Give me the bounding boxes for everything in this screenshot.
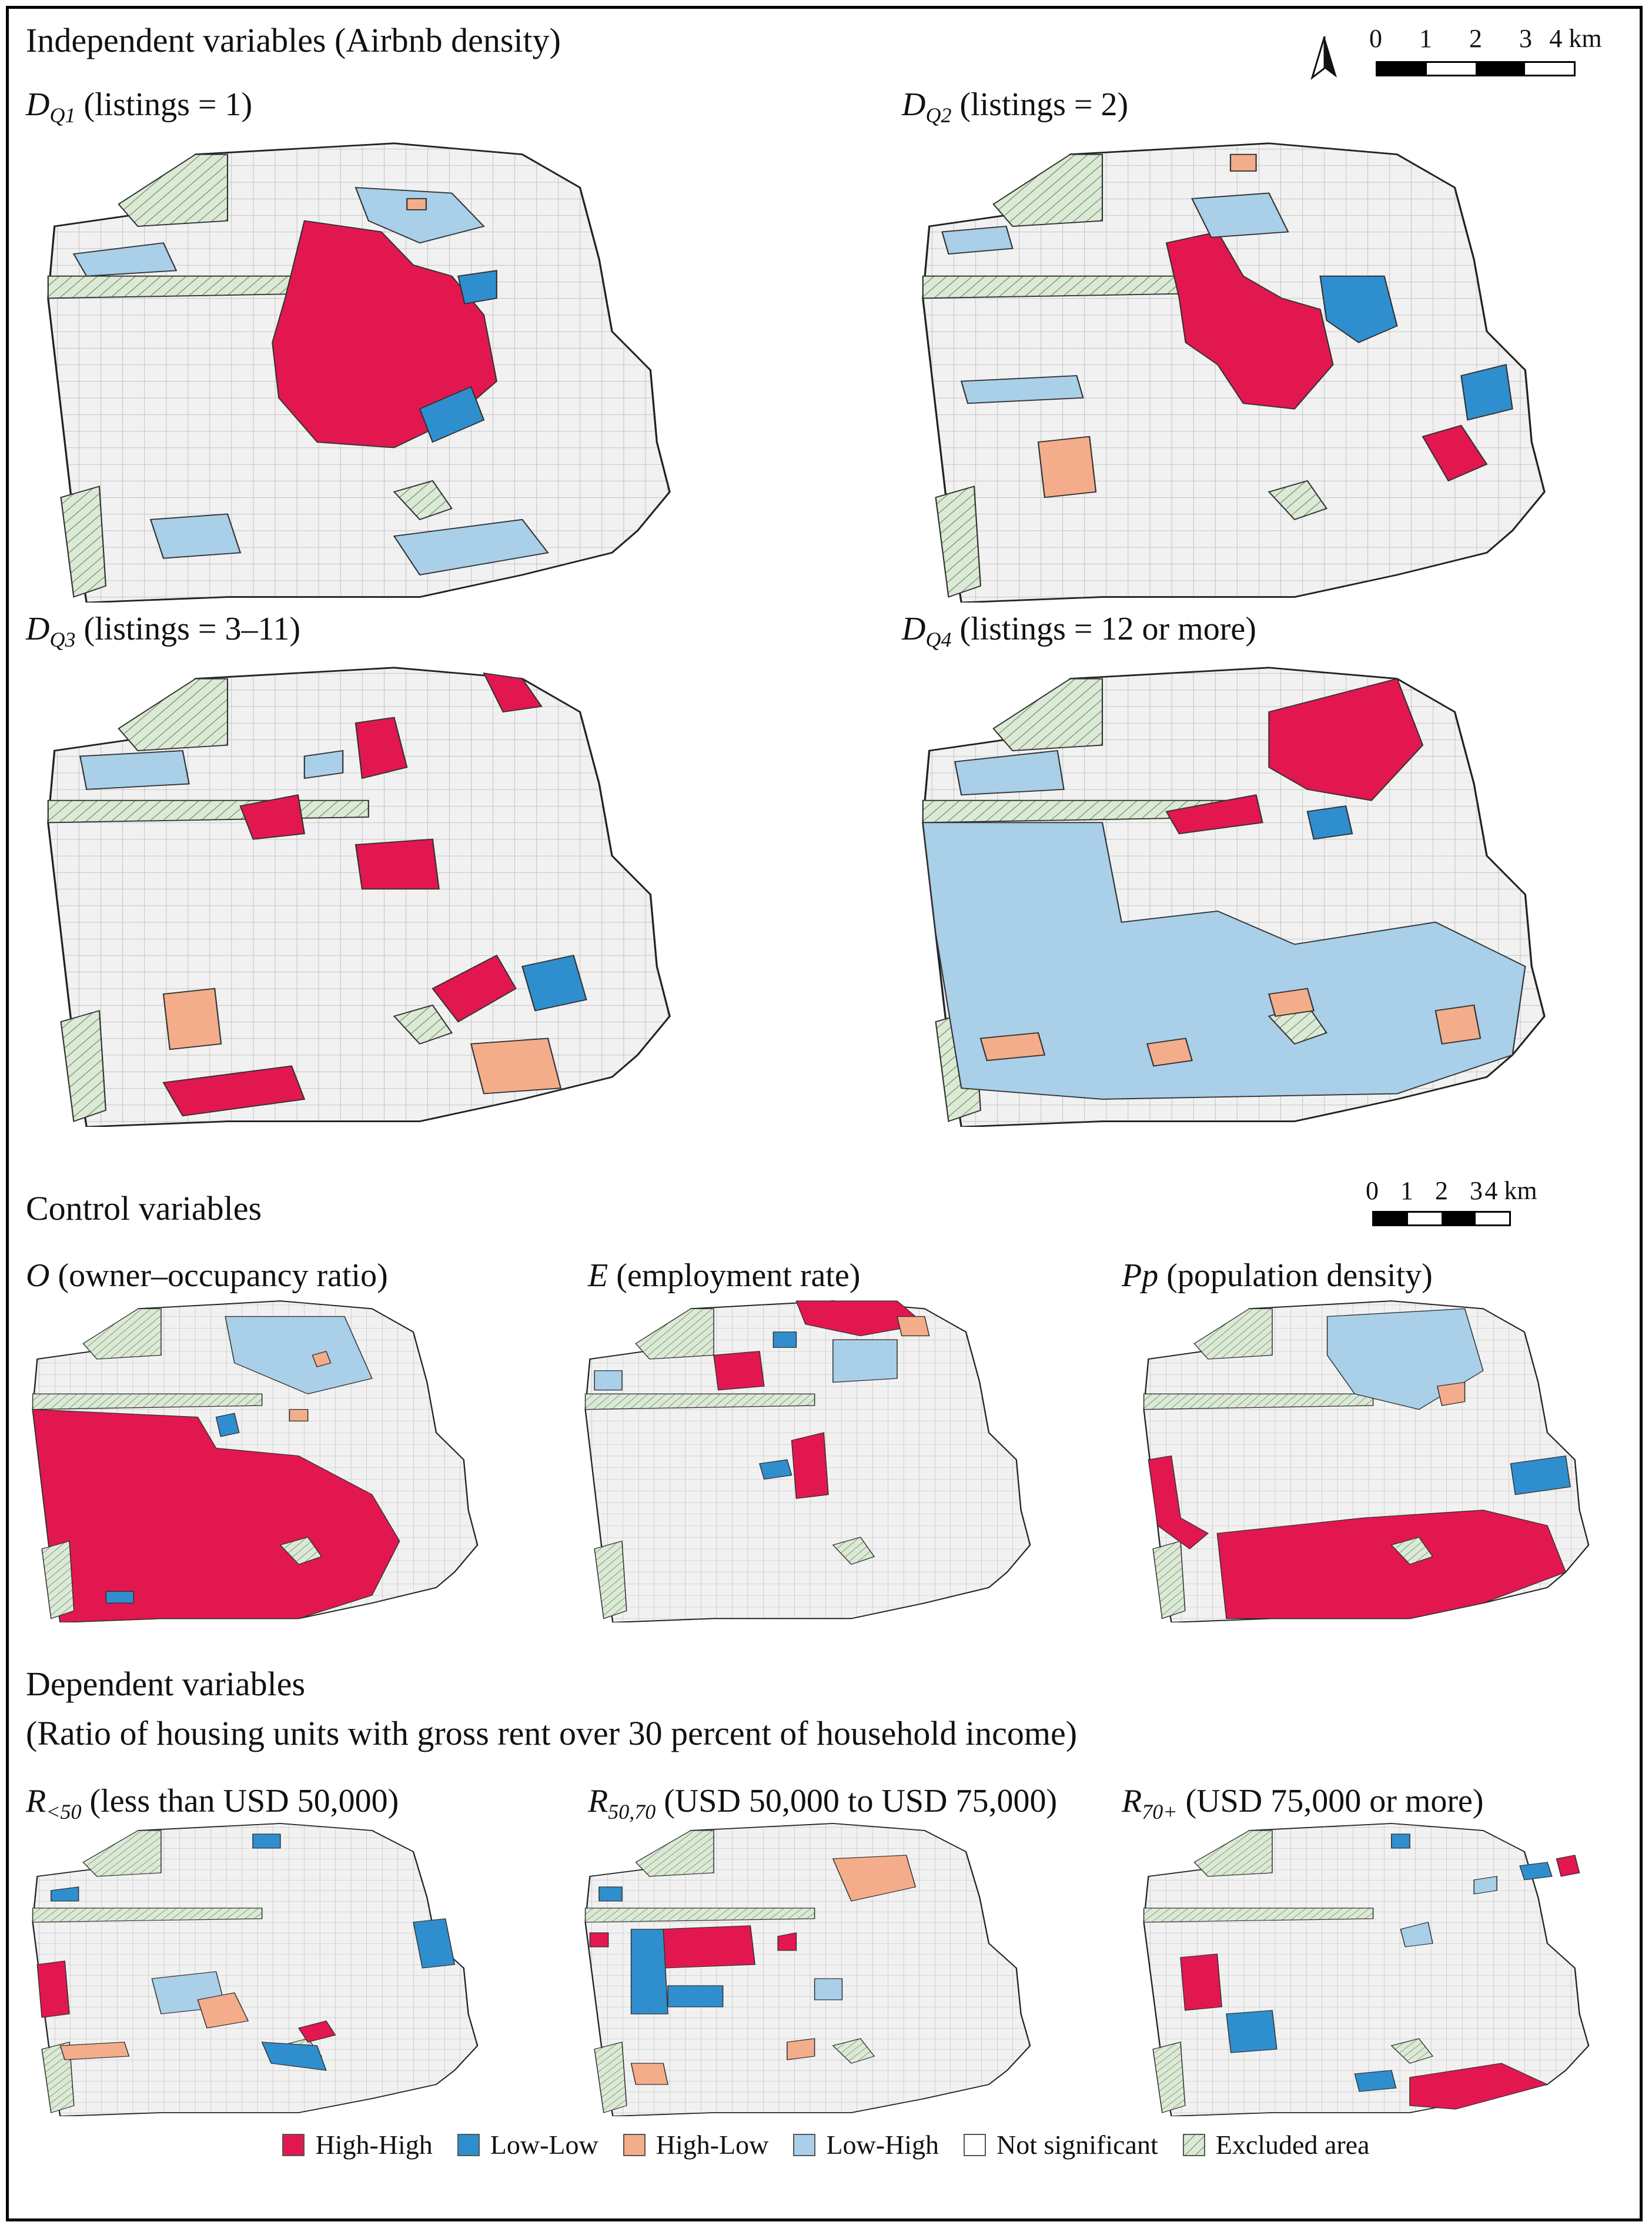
section-title-dependent: Dependent variables — [26, 1665, 306, 1703]
north-arrow-icon — [1310, 34, 1339, 81]
panel-label-dq4: DQ4 (listings = 12 or more) — [902, 611, 1256, 651]
panel-label-r70: R70+ (USD 75,000 or more) — [1122, 1783, 1484, 1823]
map-dq3 — [35, 657, 676, 1127]
scale-tick: 2 — [1435, 1176, 1448, 1205]
scale-tick: 3 — [1519, 24, 1532, 53]
scale-tick: 0 — [1366, 1176, 1379, 1205]
map-o — [24, 1293, 482, 1622]
map-e — [576, 1293, 1035, 1622]
scale-tick: 2 — [1469, 24, 1482, 53]
legend-label: Low-High — [826, 2130, 939, 2160]
legend: High-High Low-Low High-Low Low-High Not … — [0, 2129, 1652, 2160]
section-title-independent: Independent variables (Airbnb density) — [26, 21, 561, 59]
panel-label-dq3: DQ3 (listings = 3–11) — [26, 611, 301, 651]
legend-item-high-low: High-Low — [623, 2129, 769, 2160]
section-title-control: Control variables — [26, 1189, 262, 1227]
legend-swatch — [964, 2133, 986, 2156]
legend-label: Low-Low — [490, 2130, 598, 2160]
scale-bar-segments — [1376, 61, 1576, 76]
map-pp — [1135, 1293, 1593, 1622]
map-dq2 — [910, 132, 1551, 603]
panel-label-o: O (owner–occupancy ratio) — [26, 1257, 388, 1294]
legend-label: High-Low — [656, 2130, 769, 2160]
panel-label-r5070: R50,70 (USD 50,000 to USD 75,000) — [588, 1783, 1058, 1823]
panel-label-r50: R<50 (less than USD 50,000) — [26, 1783, 399, 1823]
scale-tick: 1 — [1400, 1176, 1413, 1205]
legend-label: High-High — [315, 2130, 433, 2160]
legend-swatch — [623, 2133, 646, 2156]
scale-bar-top: 0 1 2 3 4 km — [1369, 24, 1602, 82]
scale-tick: 3 — [1470, 1176, 1483, 1205]
scale-bar-bottom: 0 1 2 3 4 km — [1366, 1176, 1537, 1229]
legend-item-excluded: Excluded area — [1182, 2129, 1370, 2160]
map-dq4 — [910, 657, 1551, 1127]
legend-item-not-significant: Not significant — [964, 2129, 1158, 2160]
hatch-icon — [1182, 2133, 1205, 2156]
map-r5070 — [576, 1816, 1035, 2116]
legend-item-low-low: Low-Low — [457, 2129, 598, 2160]
legend-item-high-high: High-High — [282, 2129, 433, 2160]
panel-label-dq1: DQ1 (listings = 1) — [26, 86, 253, 127]
panel-label-pp: Pp (population density) — [1122, 1257, 1433, 1294]
panel-label-dq2: DQ2 (listings = 2) — [902, 86, 1129, 127]
map-dq1 — [35, 132, 676, 603]
panel-label-e: E (employment rate) — [588, 1257, 861, 1294]
section-subtitle-dependent: (Ratio of housing units with gross rent … — [26, 1714, 1078, 1752]
map-r70 — [1135, 1816, 1593, 2116]
legend-swatch — [457, 2133, 480, 2156]
scale-tick: 1 — [1419, 24, 1432, 53]
map-r50 — [24, 1816, 482, 2116]
scale-tick: 0 — [1369, 24, 1382, 53]
legend-swatch — [282, 2133, 305, 2156]
scale-tick: 4 km — [1549, 24, 1602, 53]
scale-tick: 4 km — [1484, 1176, 1537, 1205]
legend-label: Not significant — [996, 2130, 1158, 2160]
scale-bar-segments — [1372, 1211, 1511, 1226]
legend-item-low-high: Low-High — [793, 2129, 939, 2160]
legend-label: Excluded area — [1215, 2130, 1370, 2160]
legend-swatch — [793, 2133, 816, 2156]
